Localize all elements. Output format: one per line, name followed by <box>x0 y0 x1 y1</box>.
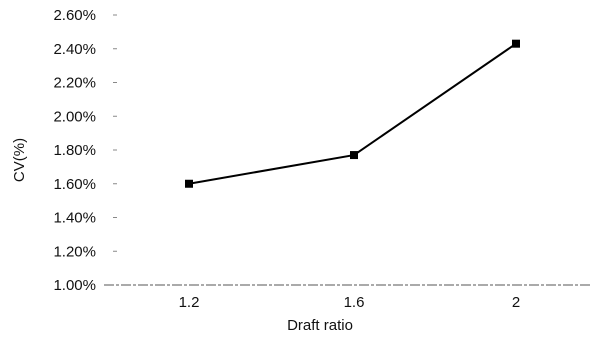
y-tick-label: 2.40% <box>53 41 96 58</box>
y-tick-label: 2.20% <box>53 75 96 92</box>
data-point-marker <box>512 39 520 48</box>
x-tick-label: 1.6 <box>344 294 365 311</box>
y-tick-label: 2.00% <box>53 108 96 125</box>
y-tick-label: 1.40% <box>53 210 96 227</box>
y-axis-title: CV(%) <box>11 138 28 182</box>
x-axis-title: Draft ratio <box>287 317 353 334</box>
x-tick-label: 1.2 <box>179 294 200 311</box>
y-axis-ticks: 1.00% 1.20% 1.40% 1.60% 1.80% 2.00% 2.20% 2.40%… <box>53 7 117 294</box>
x-tick-label: 2 <box>512 294 520 311</box>
data-point-marker <box>185 179 193 188</box>
series-line <box>188 42 517 185</box>
y-tick-label: 1.60% <box>53 176 96 193</box>
series-markers <box>185 39 520 188</box>
y-tick-label: 2.60% <box>53 7 96 24</box>
y-tick-label: 1.00% <box>53 277 96 294</box>
y-tick-label: 1.20% <box>53 243 96 260</box>
data-point-marker <box>350 151 358 160</box>
y-tick-label: 1.80% <box>53 142 96 159</box>
x-axis-ticks: 1.2 1.6 2 <box>179 294 521 311</box>
